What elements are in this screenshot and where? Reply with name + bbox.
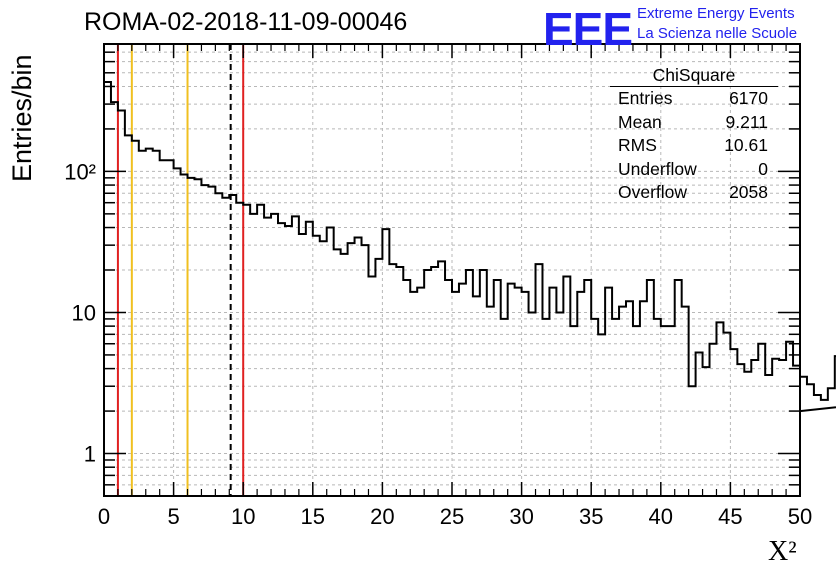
stats-row-value: 2058 <box>729 182 768 202</box>
stats-row-label: Overflow <box>618 182 688 202</box>
x-axis-label: X² <box>768 536 797 567</box>
x-tick-label: 0 <box>98 504 110 529</box>
x-tick-label: 15 <box>301 504 325 529</box>
y-tick-labels: 1 10 10² <box>64 159 96 466</box>
x-tick-label: 20 <box>370 504 394 529</box>
x-tick-label: 30 <box>509 504 533 529</box>
y-tick-label: 10 <box>72 300 96 325</box>
x-tick-label: 5 <box>167 504 179 529</box>
logo-text-line2: La Scienza nelle Scuole <box>637 25 798 42</box>
x-tick-label: 50 <box>788 504 812 529</box>
stats-row: Underflow 0 <box>610 158 778 182</box>
stats-box: ChiSquare Entries 6170 Mean 9.211 RMS 10.61 Un… <box>610 64 778 205</box>
stats-row-value: 6170 <box>729 88 768 108</box>
stats-row: Mean 9.211 <box>610 111 778 135</box>
stats-row-value: 9.211 <box>725 111 769 132</box>
stats-title: ChiSquare <box>610 64 778 87</box>
stats-row-label: RMS <box>618 135 657 155</box>
stats-row: Entries 6170 <box>610 87 778 111</box>
chart-title: ROMA-02-2018-11-09-00046 <box>84 8 408 36</box>
axis-ticks <box>103 43 801 497</box>
x-tick-label: 40 <box>649 504 673 529</box>
stats-row-value: 10.61 <box>724 135 768 155</box>
y-tick-label: 1 <box>84 442 96 467</box>
y-axis-label: Entries/bin <box>7 54 37 182</box>
stats-row-label: Mean <box>618 111 662 132</box>
logo-text-line1: Extreme Energy Events <box>637 5 795 22</box>
x-tick-labels: 0 5 10 15 20 25 30 35 40 45 50 <box>98 504 812 529</box>
reference-lines <box>116 44 245 496</box>
x-tick-label: 10 <box>231 504 255 529</box>
stats-rows: Entries 6170 Mean 9.211 RMS 10.61 Underflow 0 Ov… <box>610 87 778 205</box>
x-tick-label: 35 <box>579 504 603 529</box>
stats-row-label: Underflow <box>618 158 697 179</box>
x-tick-label: 25 <box>440 504 464 529</box>
stats-row: RMS 10.61 <box>610 134 778 158</box>
stats-row-value: 0 <box>758 158 768 179</box>
stats-row: Overflow 2058 <box>610 181 778 205</box>
stats-row-label: Entries <box>618 88 673 108</box>
x-tick-label: 45 <box>718 504 742 529</box>
y-tick-label: 10² <box>64 159 96 184</box>
eee-logo: EEE <box>543 3 633 55</box>
histogram-series <box>104 81 836 413</box>
